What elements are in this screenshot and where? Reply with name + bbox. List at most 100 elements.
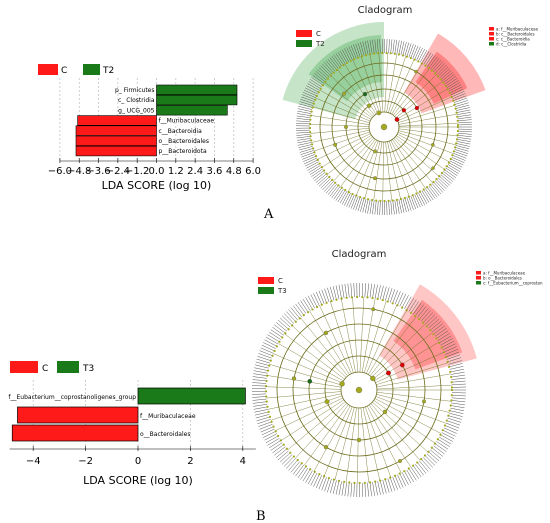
- leaf-spoke: [451, 400, 466, 403]
- leaf-node: [310, 139, 313, 142]
- leaf-node: [269, 359, 272, 362]
- leaf-spoke: [252, 393, 267, 395]
- branch: [269, 364, 342, 386]
- clade-node: [344, 125, 348, 129]
- leaf-spoke: [310, 472, 318, 486]
- legend-label-t3: T3: [82, 364, 94, 374]
- leaf-node: [400, 306, 404, 309]
- leaf-spoke: [357, 42, 363, 57]
- leaf-spoke: [302, 298, 311, 311]
- leaf-spoke: [290, 461, 300, 473]
- leaf-node: [308, 126, 312, 130]
- leaf-spoke: [441, 340, 455, 348]
- leaf-spoke: [267, 437, 280, 446]
- clade-node: [307, 378, 313, 384]
- leaf-spoke: [309, 166, 322, 175]
- leaf-spoke: [265, 336, 279, 345]
- leaf-node: [449, 404, 452, 407]
- leaf-spoke: [434, 443, 447, 452]
- leaf-spoke: [311, 77, 324, 86]
- leaf-node: [422, 188, 425, 191]
- leaf-spoke: [457, 116, 472, 119]
- leaf-spoke: [443, 427, 457, 434]
- branch: [291, 325, 347, 378]
- leaf-spoke: [367, 482, 369, 497]
- leaf-node: [399, 197, 402, 201]
- branch: [360, 407, 369, 483]
- leaf-spoke: [338, 284, 342, 299]
- leaf-spoke: [456, 139, 471, 142]
- leaf-spoke: [404, 296, 412, 309]
- leaf-spoke: [355, 196, 361, 211]
- leaf-node: [302, 314, 305, 317]
- leaf-spoke: [292, 305, 302, 317]
- leaf-spoke: [350, 45, 357, 59]
- leaf-spoke: [256, 358, 271, 364]
- leaf-node: [359, 195, 362, 199]
- leaf-spoke: [346, 193, 353, 207]
- leaf-node: [385, 51, 388, 55]
- leaf-node: [407, 467, 410, 470]
- leaf-node: [379, 199, 382, 203]
- leaf-node: [347, 190, 350, 194]
- branch: [357, 407, 359, 483]
- leaf-node: [440, 171, 444, 175]
- leaf-spoke: [447, 164, 461, 172]
- leaf-node: [327, 476, 331, 480]
- leaf-node: [343, 480, 346, 483]
- leaf-spoke: [426, 316, 438, 327]
- leaf-spoke: [374, 39, 377, 54]
- clade-node: [339, 381, 345, 387]
- leaf-spoke: [314, 171, 326, 181]
- leaf-node: [401, 54, 405, 57]
- branch: [375, 396, 446, 424]
- legend-swatch-c: [38, 64, 58, 75]
- leaf-spoke: [390, 200, 393, 215]
- leaf-spoke: [295, 464, 305, 477]
- leaf-spoke: [306, 85, 319, 93]
- leaf-spoke: [401, 472, 409, 485]
- leaf-node: [353, 481, 356, 484]
- leaf-node: [328, 175, 331, 178]
- bar-label: g_ UCG_005: [118, 107, 155, 114]
- leaf-node: [405, 309, 408, 312]
- leaf-spoke: [321, 289, 327, 303]
- leaf-spoke: [324, 62, 334, 73]
- leaf-spoke: [419, 460, 429, 472]
- leaf-spoke: [355, 43, 361, 58]
- branch: [376, 362, 448, 385]
- panel-label-b: B: [256, 509, 266, 523]
- leaf-node: [321, 84, 325, 87]
- leaf-spoke: [417, 306, 427, 318]
- leaf-spoke: [414, 194, 421, 208]
- leaf-spoke: [338, 481, 342, 496]
- leaf-spoke: [434, 180, 445, 191]
- leaf-node: [318, 473, 321, 476]
- leaf-spoke: [441, 432, 455, 440]
- leaf-spoke: [431, 183, 442, 195]
- leaf-node: [389, 476, 392, 479]
- leaf-spoke: [344, 283, 347, 298]
- leaf-node: [443, 424, 447, 427]
- leaf-spoke: [335, 188, 344, 201]
- leaf-node: [325, 301, 328, 304]
- leaf-spoke: [379, 200, 381, 215]
- leaf-spoke: [456, 107, 470, 111]
- x-tick-label: 6.0: [245, 166, 261, 177]
- leaf-spoke: [382, 286, 387, 301]
- clade-node: [370, 375, 376, 382]
- leaf-spoke: [443, 171, 455, 180]
- leaf-spoke: [279, 317, 291, 328]
- clado-legend-swatch-c: [296, 30, 312, 37]
- branch: [398, 130, 456, 146]
- leaf-spoke: [296, 136, 311, 139]
- leaf-node: [334, 181, 337, 184]
- branch: [347, 140, 377, 192]
- leaf-node: [284, 332, 287, 335]
- branch: [364, 406, 391, 478]
- leaf-spoke: [421, 310, 431, 322]
- leaf-spoke: [362, 41, 367, 56]
- leaf-node: [371, 296, 374, 300]
- leaf-spoke: [318, 290, 325, 304]
- leaf-spoke: [277, 319, 289, 330]
